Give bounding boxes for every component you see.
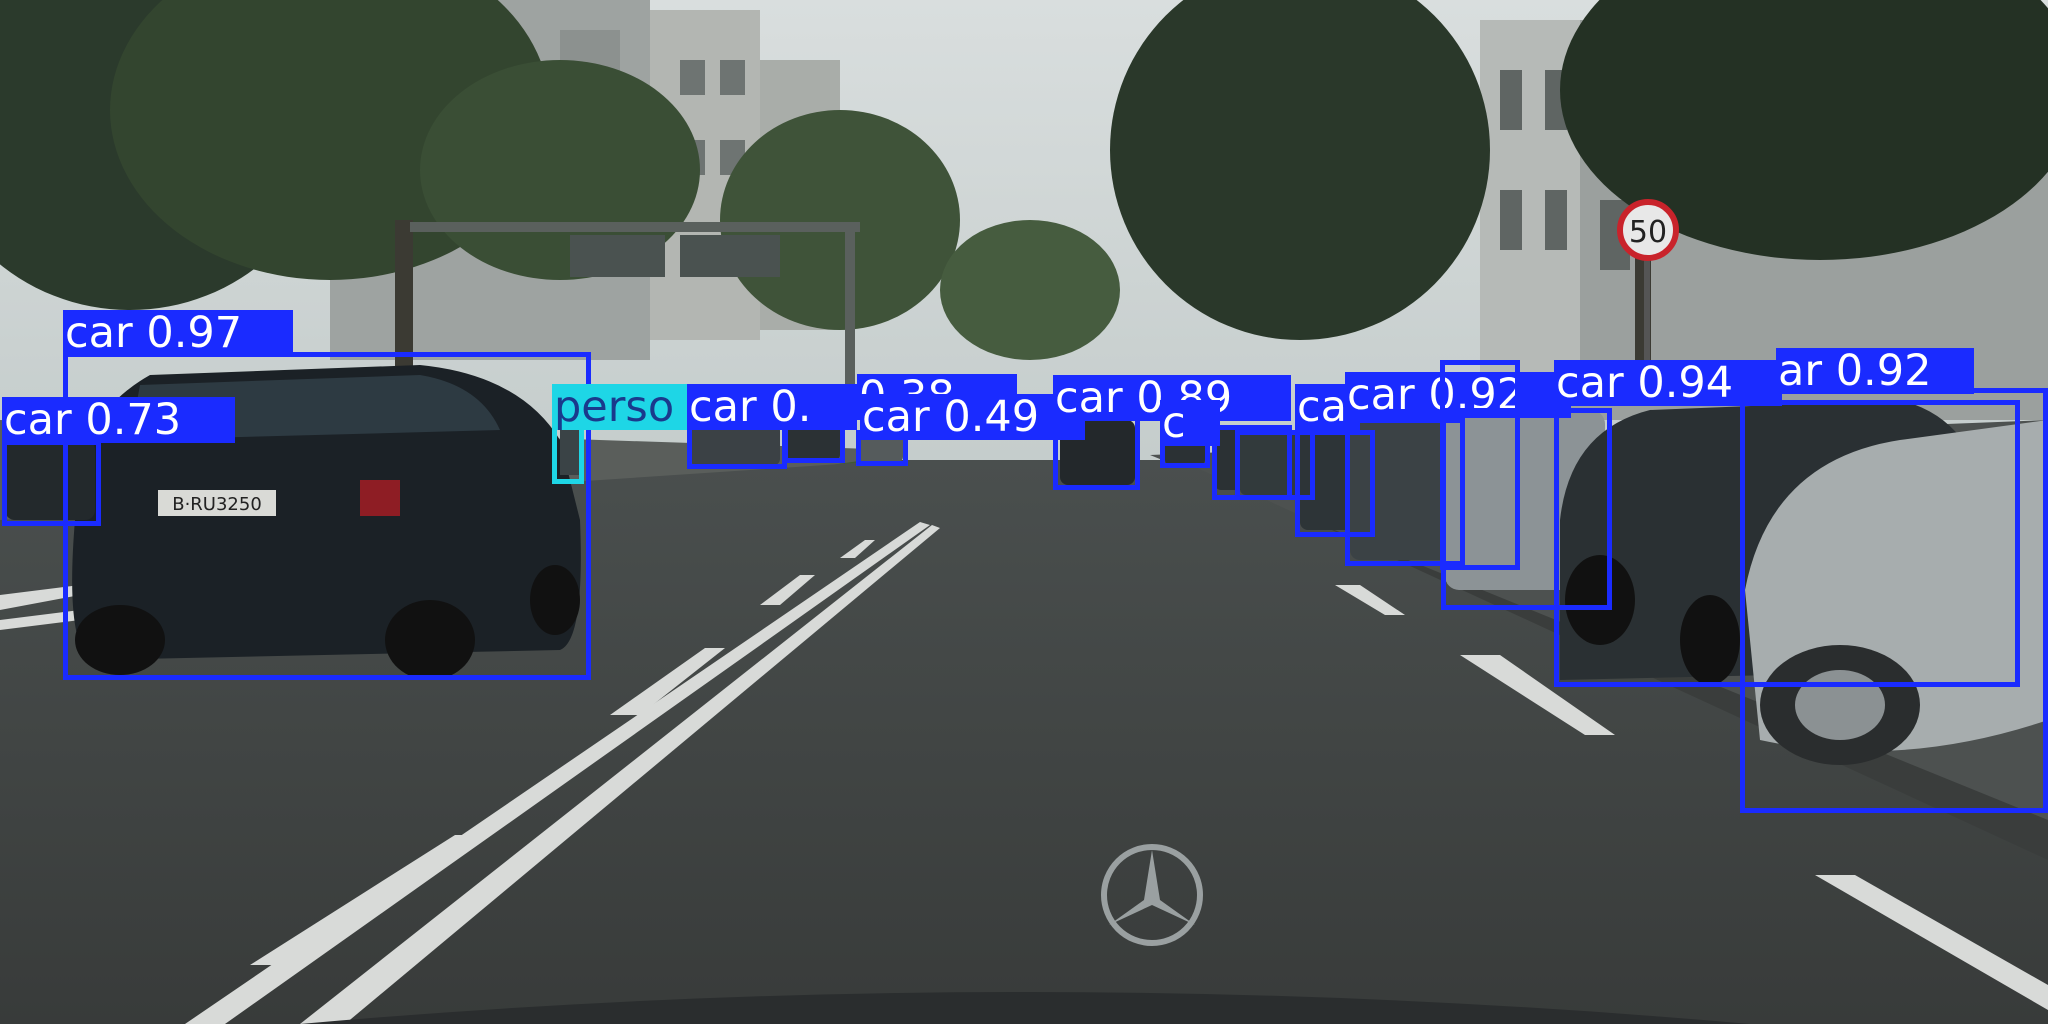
car-box	[783, 423, 845, 463]
svg-text:B·RU3250: B·RU3250	[172, 494, 262, 515]
person-label: perso	[552, 384, 690, 430]
car-label: car 0.	[687, 384, 857, 430]
car-label: car 0.73	[2, 397, 235, 443]
car-box	[1345, 418, 1465, 566]
car-label: ar 0.92	[1776, 348, 1974, 394]
speed-limit-sign: 50	[1617, 199, 1679, 390]
sign-gantry	[410, 222, 860, 392]
car-box	[1295, 430, 1375, 537]
pedestrian	[560, 420, 580, 475]
car-box	[1740, 388, 2048, 813]
left-edge-car	[5, 440, 95, 520]
hood	[300, 992, 1750, 1024]
car-label: car 0.97	[63, 310, 293, 356]
car-label: car 0.49	[860, 394, 1085, 440]
lane-markings	[0, 522, 2048, 1024]
car-label: c	[1160, 400, 1220, 446]
car-box	[1554, 400, 2020, 687]
person-box	[552, 422, 584, 484]
car-box	[1053, 415, 1140, 490]
svg-text:50: 50	[1629, 215, 1667, 250]
car-box	[687, 424, 787, 469]
car-box	[2, 440, 101, 526]
car-box	[1235, 430, 1315, 500]
parked-car-silver	[1745, 420, 2048, 765]
car-box	[1440, 360, 1520, 570]
car-box	[63, 352, 591, 680]
hood-star-emblem	[1101, 844, 1203, 946]
